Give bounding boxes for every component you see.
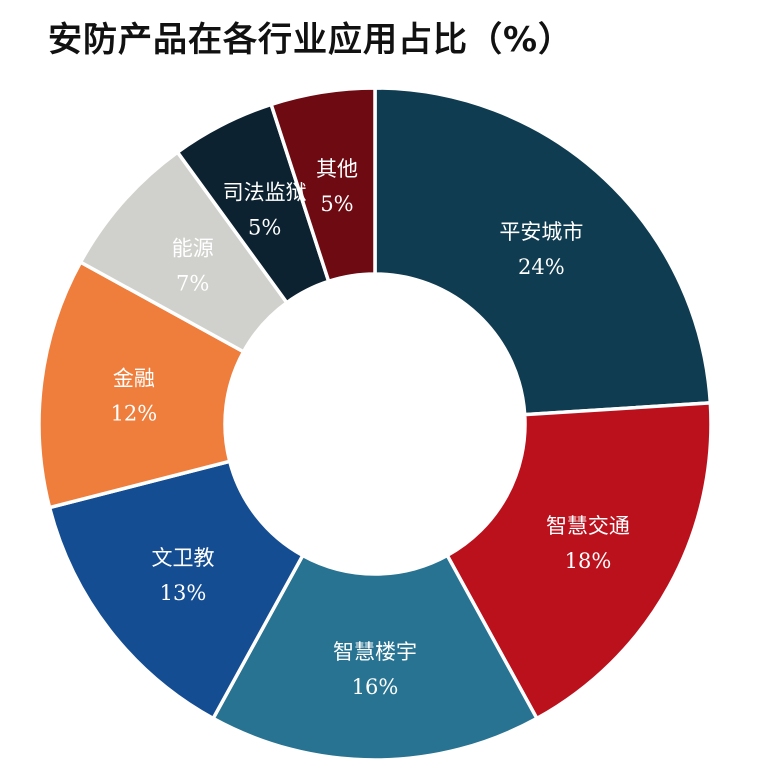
slice-name-label: 其他 bbox=[316, 157, 358, 181]
slice-value-label: 5% bbox=[320, 192, 353, 216]
slice-2 bbox=[444, 401, 713, 721]
slice-name-label: 智慧楼宇 bbox=[333, 640, 417, 664]
slice-value-label: 12% bbox=[111, 402, 158, 426]
slices-layer bbox=[37, 86, 713, 762]
chart-title: 安防产品在各行业应用占比（%） bbox=[48, 20, 574, 60]
slice-5 bbox=[37, 259, 246, 510]
slice-3 bbox=[210, 553, 540, 762]
slice-8 bbox=[268, 86, 377, 284]
slice-value-label: 5% bbox=[248, 215, 281, 239]
slice-name-label: 平安城市 bbox=[499, 220, 583, 244]
slice-value-label: 24% bbox=[518, 255, 565, 279]
slice-value-label: 18% bbox=[565, 549, 612, 573]
slice-value-label: 16% bbox=[352, 675, 399, 699]
slice-name-label: 能源 bbox=[172, 236, 214, 260]
slice-name-label: 金融 bbox=[113, 367, 155, 391]
slice-name-label: 智慧交通 bbox=[546, 514, 630, 538]
slice-value-label: 7% bbox=[176, 271, 209, 295]
slice-value-label: 13% bbox=[160, 581, 207, 605]
slice-1 bbox=[373, 86, 713, 417]
slice-name-label: 文卫教 bbox=[151, 546, 214, 570]
labels-layer: 平安城市 24% 智慧交通 18% 智慧楼宇 16% 文卫教 13% 金融 12% 能源 7% 司法监狱… bbox=[111, 157, 630, 699]
slice-4 bbox=[47, 459, 306, 721]
slice-name-label: 司法监狱 bbox=[223, 180, 307, 204]
